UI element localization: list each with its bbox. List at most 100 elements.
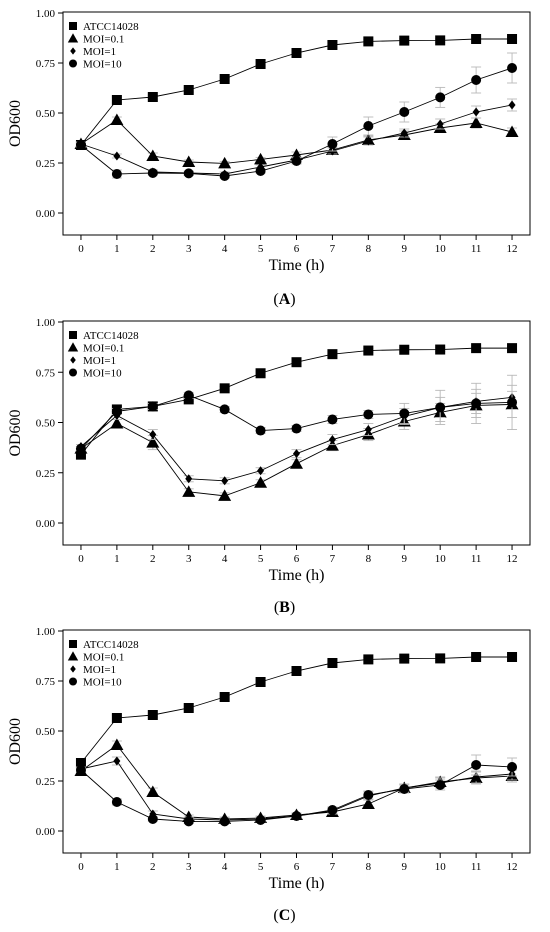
data-point-circle bbox=[111, 797, 122, 807]
data-point-square bbox=[507, 652, 518, 662]
x-tick-label: 9 bbox=[402, 553, 408, 565]
data-point-square bbox=[291, 48, 302, 58]
x-tick-label: 11 bbox=[471, 243, 482, 255]
y-axis-title: OD600 bbox=[7, 100, 24, 147]
data-point-diamond bbox=[149, 430, 157, 440]
data-point-diamond bbox=[328, 435, 336, 445]
data-point-square bbox=[75, 758, 86, 768]
data-point-diamond bbox=[508, 100, 516, 110]
chart-panel-c: 0.000.250.500.751.000 1 2 3 4 5 6 7 8 9 10 11 12Time… bbox=[7, 626, 531, 924]
data-point-circle bbox=[75, 443, 86, 454]
data-point-diamond bbox=[364, 425, 372, 435]
data-point-square bbox=[327, 349, 338, 360]
data-point-circle bbox=[507, 397, 518, 408]
data-point-circle bbox=[471, 760, 482, 770]
data-point-triangle bbox=[182, 485, 196, 497]
data-point-circle bbox=[327, 805, 338, 815]
data-point-circle bbox=[399, 784, 410, 794]
data-point-circle bbox=[183, 816, 194, 827]
legend-label: MOI=0.1 bbox=[83, 343, 124, 355]
x-tick-label: 10 bbox=[435, 553, 447, 565]
data-point-diamond bbox=[113, 151, 121, 161]
data-point-circle bbox=[363, 790, 374, 800]
legend-marker-diamond bbox=[70, 665, 76, 673]
legend-marker-triangle bbox=[67, 33, 79, 43]
x-tick-label: 9 bbox=[402, 243, 408, 255]
data-point-square bbox=[435, 653, 446, 664]
data-point-circle bbox=[363, 409, 374, 420]
x-tick-label: 0 bbox=[78, 553, 84, 565]
y-tick-label: 0.50 bbox=[36, 108, 56, 120]
series-line bbox=[80, 394, 513, 449]
x-tick-label: 6 bbox=[294, 243, 300, 255]
data-point-square bbox=[219, 74, 230, 84]
y-tick-label: 0.25 bbox=[36, 158, 56, 170]
x-tick-label: 4 bbox=[222, 553, 228, 565]
x-tick-label: 7 bbox=[330, 553, 336, 565]
data-point-triangle bbox=[110, 113, 124, 125]
x-tick-label: 7 bbox=[330, 861, 336, 873]
legend-label: MOI=0.1 bbox=[83, 34, 124, 46]
data-point-square bbox=[219, 692, 230, 702]
y-tick-label: 0.75 bbox=[36, 676, 56, 688]
data-point-square bbox=[399, 653, 410, 664]
data-point-square bbox=[255, 368, 266, 379]
data-point-triangle bbox=[182, 155, 196, 167]
data-point-circle bbox=[291, 423, 302, 434]
data-point-circle bbox=[219, 816, 230, 827]
data-point-square bbox=[75, 449, 86, 460]
x-tick-label: 4 bbox=[222, 861, 228, 873]
data-point-square bbox=[363, 654, 374, 665]
panel-label: (A) bbox=[273, 291, 295, 308]
legend-label: MOI=10 bbox=[83, 368, 122, 380]
data-point-triangle bbox=[146, 785, 160, 797]
legend-marker-triangle bbox=[67, 651, 79, 661]
data-point-circle bbox=[327, 414, 338, 425]
y-tick-label: 0.25 bbox=[36, 776, 56, 788]
data-point-triangle bbox=[218, 489, 232, 501]
data-point-square bbox=[399, 35, 410, 46]
data-point-circle bbox=[183, 168, 194, 179]
y-tick-label: 0.00 bbox=[36, 208, 56, 220]
y-tick-label: 0.00 bbox=[36, 518, 56, 530]
data-point-triangle bbox=[110, 738, 124, 750]
data-point-diamond bbox=[400, 128, 408, 138]
x-tick-label: 1 bbox=[114, 861, 120, 873]
data-point-circle bbox=[507, 63, 518, 73]
data-point-triangle bbox=[146, 149, 160, 161]
data-point-square bbox=[291, 357, 302, 368]
data-point-circle bbox=[291, 156, 302, 166]
x-tick-label: 12 bbox=[507, 553, 518, 565]
data-point-square bbox=[507, 34, 518, 44]
y-axis-title: OD600 bbox=[7, 409, 24, 456]
data-point-circle bbox=[471, 398, 482, 409]
data-point-square bbox=[399, 344, 410, 355]
data-point-circle bbox=[75, 765, 86, 775]
legend-marker-circle bbox=[69, 677, 77, 686]
chart-panel-a: 0.000.250.500.751.000 1 2 3 4 5 6 7 8 9 10 11 12Time… bbox=[7, 8, 531, 308]
data-point-triangle bbox=[254, 476, 268, 488]
data-point-square bbox=[291, 666, 302, 676]
x-tick-label: 7 bbox=[330, 243, 336, 255]
data-point-square bbox=[147, 92, 158, 102]
data-point-square bbox=[507, 343, 518, 354]
x-tick-label: 8 bbox=[366, 553, 372, 565]
x-tick-label: 1 bbox=[114, 553, 120, 565]
x-tick-label: 1 bbox=[114, 243, 120, 255]
legend-marker-square bbox=[69, 22, 77, 30]
series-atcc14028 bbox=[75, 652, 518, 768]
data-point-square bbox=[471, 343, 482, 354]
legend-marker-circle bbox=[69, 368, 77, 377]
data-point-circle bbox=[147, 168, 158, 178]
data-point-square bbox=[255, 677, 266, 687]
y-tick-label: 0.50 bbox=[36, 418, 56, 430]
series-moi-10 bbox=[75, 754, 518, 827]
legend-label: MOI=0.1 bbox=[83, 652, 124, 664]
series-moi-1 bbox=[75, 384, 518, 486]
chart-panel-b: 0.000.250.500.751.000 1 2 3 4 5 6 7 8 9 10 11 12Time… bbox=[7, 317, 531, 616]
legend-label: ATCC14028 bbox=[83, 21, 139, 33]
x-tick-label: 11 bbox=[471, 553, 482, 565]
